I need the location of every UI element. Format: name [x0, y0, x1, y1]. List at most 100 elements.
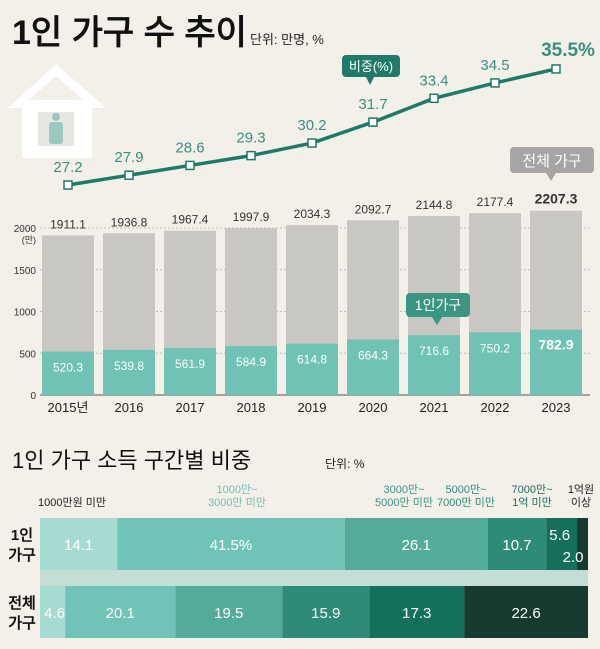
stack-segment — [282, 586, 370, 638]
bars: 1911.1 520.3 2015년 1936.8 539.8 2016 1967.4 561… — [42, 191, 582, 415]
single-value-label: 520.3 — [53, 361, 83, 375]
category-label: 7000만~ — [511, 483, 552, 496]
row-label: 가구 — [8, 547, 36, 564]
share-point — [63, 180, 73, 190]
total-value-label: 1936.8 — [111, 215, 148, 229]
section-unit: 단위: % — [325, 457, 365, 471]
single-bar — [164, 348, 216, 395]
stack-segment — [546, 518, 578, 570]
share-point — [429, 93, 439, 104]
single-value-label: 584.9 — [236, 355, 266, 369]
category-label: 1억 미만 — [512, 496, 552, 509]
x-tick-label: 2017 — [176, 400, 205, 415]
share-point — [490, 78, 500, 88]
share-value-label: 27.9 — [114, 149, 143, 166]
house-person-icon — [8, 64, 106, 158]
stack-value-label: 26.1 — [402, 537, 431, 554]
single-bar — [408, 335, 460, 395]
share-value-label: 29.3 — [236, 130, 265, 147]
single-value-label: 716.6 — [419, 344, 449, 358]
share-point — [124, 170, 134, 180]
y-tick-label: 500 — [19, 349, 36, 360]
share-line: 27.2 27.9 28.6 29.3 30.2 31.7 33.4 34.5 35.5% — [53, 40, 595, 190]
total-value-label: 2207.3 — [535, 191, 578, 207]
single-bar — [103, 349, 155, 395]
single-value-label: 539.8 — [114, 359, 144, 373]
category-label: 1억원 — [568, 483, 594, 496]
stack-value-label: 4.6 — [44, 605, 65, 622]
row-label: 가구 — [8, 615, 36, 632]
category-label: 이상 — [571, 496, 591, 509]
stack-segment — [175, 586, 283, 638]
single-bar — [347, 339, 399, 395]
stack-segment — [40, 518, 118, 570]
stack-segment — [344, 518, 488, 570]
stack-value-label: 5.6 — [549, 527, 570, 544]
share-value-label: 28.6 — [175, 139, 204, 156]
share-value-label: 30.2 — [297, 117, 326, 134]
single-value-label: 614.8 — [297, 353, 327, 367]
share-point — [551, 64, 561, 74]
total-value-label: 1911.1 — [50, 217, 86, 231]
stack-segment — [369, 586, 465, 638]
chart-title: 1인 가구 수 추이 — [12, 14, 247, 52]
total-value-label: 2177.4 — [477, 195, 514, 209]
connector-band — [40, 570, 588, 586]
y-tick-label: 1500 — [14, 266, 37, 277]
share-value-label: 34.5 — [480, 57, 509, 74]
callout-share-label: 비중(%) — [349, 59, 393, 74]
callout-total: 전체 가구 — [510, 147, 594, 181]
category-label: 1000만원 미만 — [38, 496, 106, 509]
callout-total-label: 전체 가구 — [522, 153, 581, 170]
y-tick-label: 0 — [30, 391, 36, 402]
row-label: 전체 — [8, 595, 36, 612]
callout-single: 1인가구 — [406, 293, 470, 325]
total-value-label: 2144.8 — [416, 198, 453, 212]
share-point — [368, 117, 378, 127]
x-tick-label: 2023 — [542, 400, 571, 415]
callout-single-label: 1인가구 — [415, 297, 462, 313]
share-point — [307, 138, 317, 148]
y-tick-label: 1000 — [14, 308, 37, 319]
total-value-label: 1967.4 — [172, 213, 209, 227]
row-label: 1인 — [11, 526, 33, 544]
category-label: 7000만 미만 — [437, 496, 495, 509]
single-value-label: 782.9 — [538, 337, 573, 353]
stack-segment — [65, 586, 176, 638]
x-tick-label: 2015년 — [48, 400, 89, 415]
single-value-label: 664.3 — [358, 349, 388, 363]
category-label: 5000만~ — [445, 483, 486, 496]
total-value-label: 2092.7 — [355, 202, 392, 216]
stack-segment — [117, 518, 345, 570]
single-value-label: 561.9 — [175, 357, 205, 371]
category-label: 1000만~ — [216, 483, 257, 496]
stack-segment — [487, 518, 547, 570]
stack-value-label: 2.0 — [563, 549, 584, 566]
x-tick-label: 2018 — [237, 400, 266, 415]
share-point — [246, 150, 256, 161]
callout-share: 비중(%) — [342, 55, 400, 85]
single-bar — [469, 332, 521, 395]
stack-value-label: 17.3 — [402, 605, 431, 622]
stack-value-label: 20.1 — [106, 605, 135, 622]
unit-label: 단위: 만명, % — [250, 32, 324, 47]
share-point — [185, 160, 195, 171]
stack-segment — [464, 586, 588, 638]
x-tick-label: 2022 — [481, 400, 510, 415]
single-bar — [286, 343, 338, 395]
single-value-label: 750.2 — [480, 341, 510, 355]
share-value-label: 27.2 — [53, 159, 82, 176]
category-label: 3000만~ — [383, 483, 424, 496]
stack-segment — [577, 518, 588, 570]
share-value-label: 35.5% — [541, 40, 595, 61]
single-bar — [225, 346, 277, 395]
stack-value-label: 22.6 — [511, 605, 540, 622]
stack-segment — [40, 586, 66, 638]
y-tick-label: 2000 — [14, 224, 37, 235]
y-tick-unit: (만) — [22, 235, 36, 245]
section-title: 1인 가구 소득 구간별 비중 — [12, 448, 251, 473]
single-bar — [530, 329, 582, 395]
